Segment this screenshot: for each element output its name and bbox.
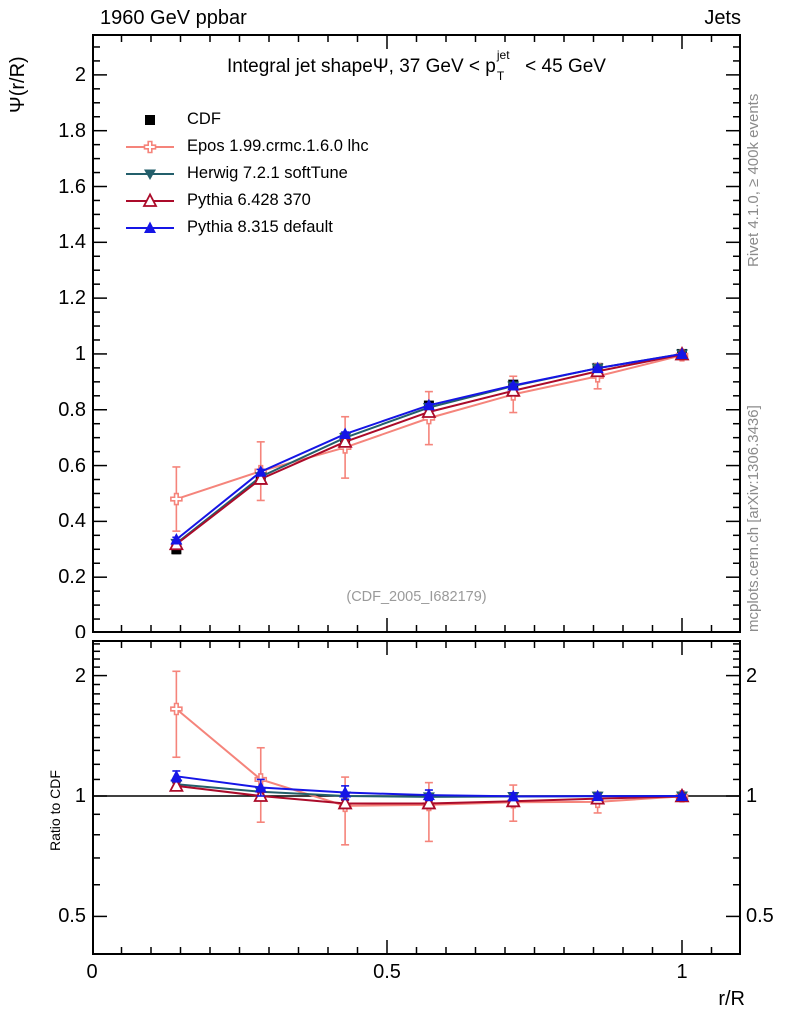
beam-label: 1960 GeV ppbar (100, 7, 247, 29)
x-tick-label: 1 (676, 961, 688, 983)
legend-item-epos: Epos 1.99.crmc.1.6.0 lhc (126, 133, 369, 160)
ratio-y-axis-title: Ratio to CDF (47, 770, 63, 851)
plot-title-post: < 45 GeV (519, 56, 606, 77)
main-y-tick-label: 1 (74, 342, 86, 365)
legend-item-pythia6: Pythia 6.428 370 (126, 187, 369, 214)
ratio-y-tick-label-left: 2 (74, 664, 86, 687)
legend-item-pythia8: Pythia 8.315 default (126, 214, 369, 241)
pt-jet-stack: jet T (496, 48, 520, 83)
main-y-tick-label: 1.2 (58, 287, 86, 310)
legend-label-cdf: CDF (187, 110, 221, 128)
ratio-y-tick-label-left: 0.5 (58, 905, 86, 928)
legend: CDF Epos 1.99.crmc.1.6.0 lhc Herwig 7.2.1 … (126, 106, 369, 241)
main-y-tick-label: 0.8 (58, 398, 86, 421)
main-y-tick-label: 1.4 (58, 231, 86, 254)
analysis-id-watermark: (CDF_2005_I682179) (346, 589, 487, 605)
x-tick-label: 0.5 (373, 961, 401, 983)
mcplots-arxiv-note: mcplots.cern.ch [arXiv:1306.3436] (745, 405, 762, 632)
psi-symbol: Ψ (372, 56, 389, 77)
legend-marker-pythia6 (126, 192, 174, 207)
main-y-tick-label: 0 (74, 622, 86, 638)
main-y-tick-label: 0.6 (58, 454, 86, 477)
ratio-y-tick-label-right: 1 (746, 785, 758, 807)
ratio-y-tick-label-left: 1 (74, 785, 86, 807)
main-y-tick-label: 1.8 (58, 119, 86, 142)
plot-title-mid: , 37 GeV < p (388, 56, 496, 77)
legend-item-herwig: Herwig 7.2.1 softTune (126, 160, 369, 187)
main-y-tick-label: 0.2 (58, 566, 86, 589)
x-axis-title: r/R (718, 988, 745, 1010)
legend-marker-pythia8 (126, 221, 174, 233)
x-tick-label: 0 (86, 961, 98, 983)
legend-label-herwig: Herwig 7.2.1 softTune (187, 164, 348, 182)
main-y-tick-label: 2 (74, 63, 86, 86)
legend-item-cdf: CDF (126, 106, 369, 133)
legend-label-epos: Epos 1.99.crmc.1.6.0 lhc (187, 137, 369, 155)
legend-label-pythia6: Pythia 6.428 370 (187, 191, 311, 209)
ratio-y-tick-label-right: 0.5 (746, 905, 774, 928)
rivet-version-note: Rivet 4.1.0, ≥ 400k events (745, 93, 762, 267)
pt-subscript: T (496, 69, 505, 83)
ratio-y-tick-label-right: 2 (746, 664, 758, 687)
plot-title: Integral jet shapeΨ, 37 GeV < p jet T < 45… (92, 48, 741, 83)
legend-marker-epos (126, 140, 174, 153)
main-y-tick-labels: 0 0.2 0.4 0.6 0.8 1 1.2 1.4 1.6 1.8 2 (0, 0, 88, 638)
plot-title-text: Integral jet shape (227, 56, 373, 77)
analysis-group-label: Jets (704, 7, 741, 29)
main-y-tick-label: 1.6 (58, 175, 86, 198)
pt-superscript: jet (496, 48, 510, 62)
legend-label-pythia8: Pythia 8.315 default (187, 218, 333, 236)
legend-marker-cdf (145, 114, 155, 125)
legend-marker-herwig (126, 169, 174, 180)
main-y-tick-label: 0.4 (58, 510, 86, 533)
